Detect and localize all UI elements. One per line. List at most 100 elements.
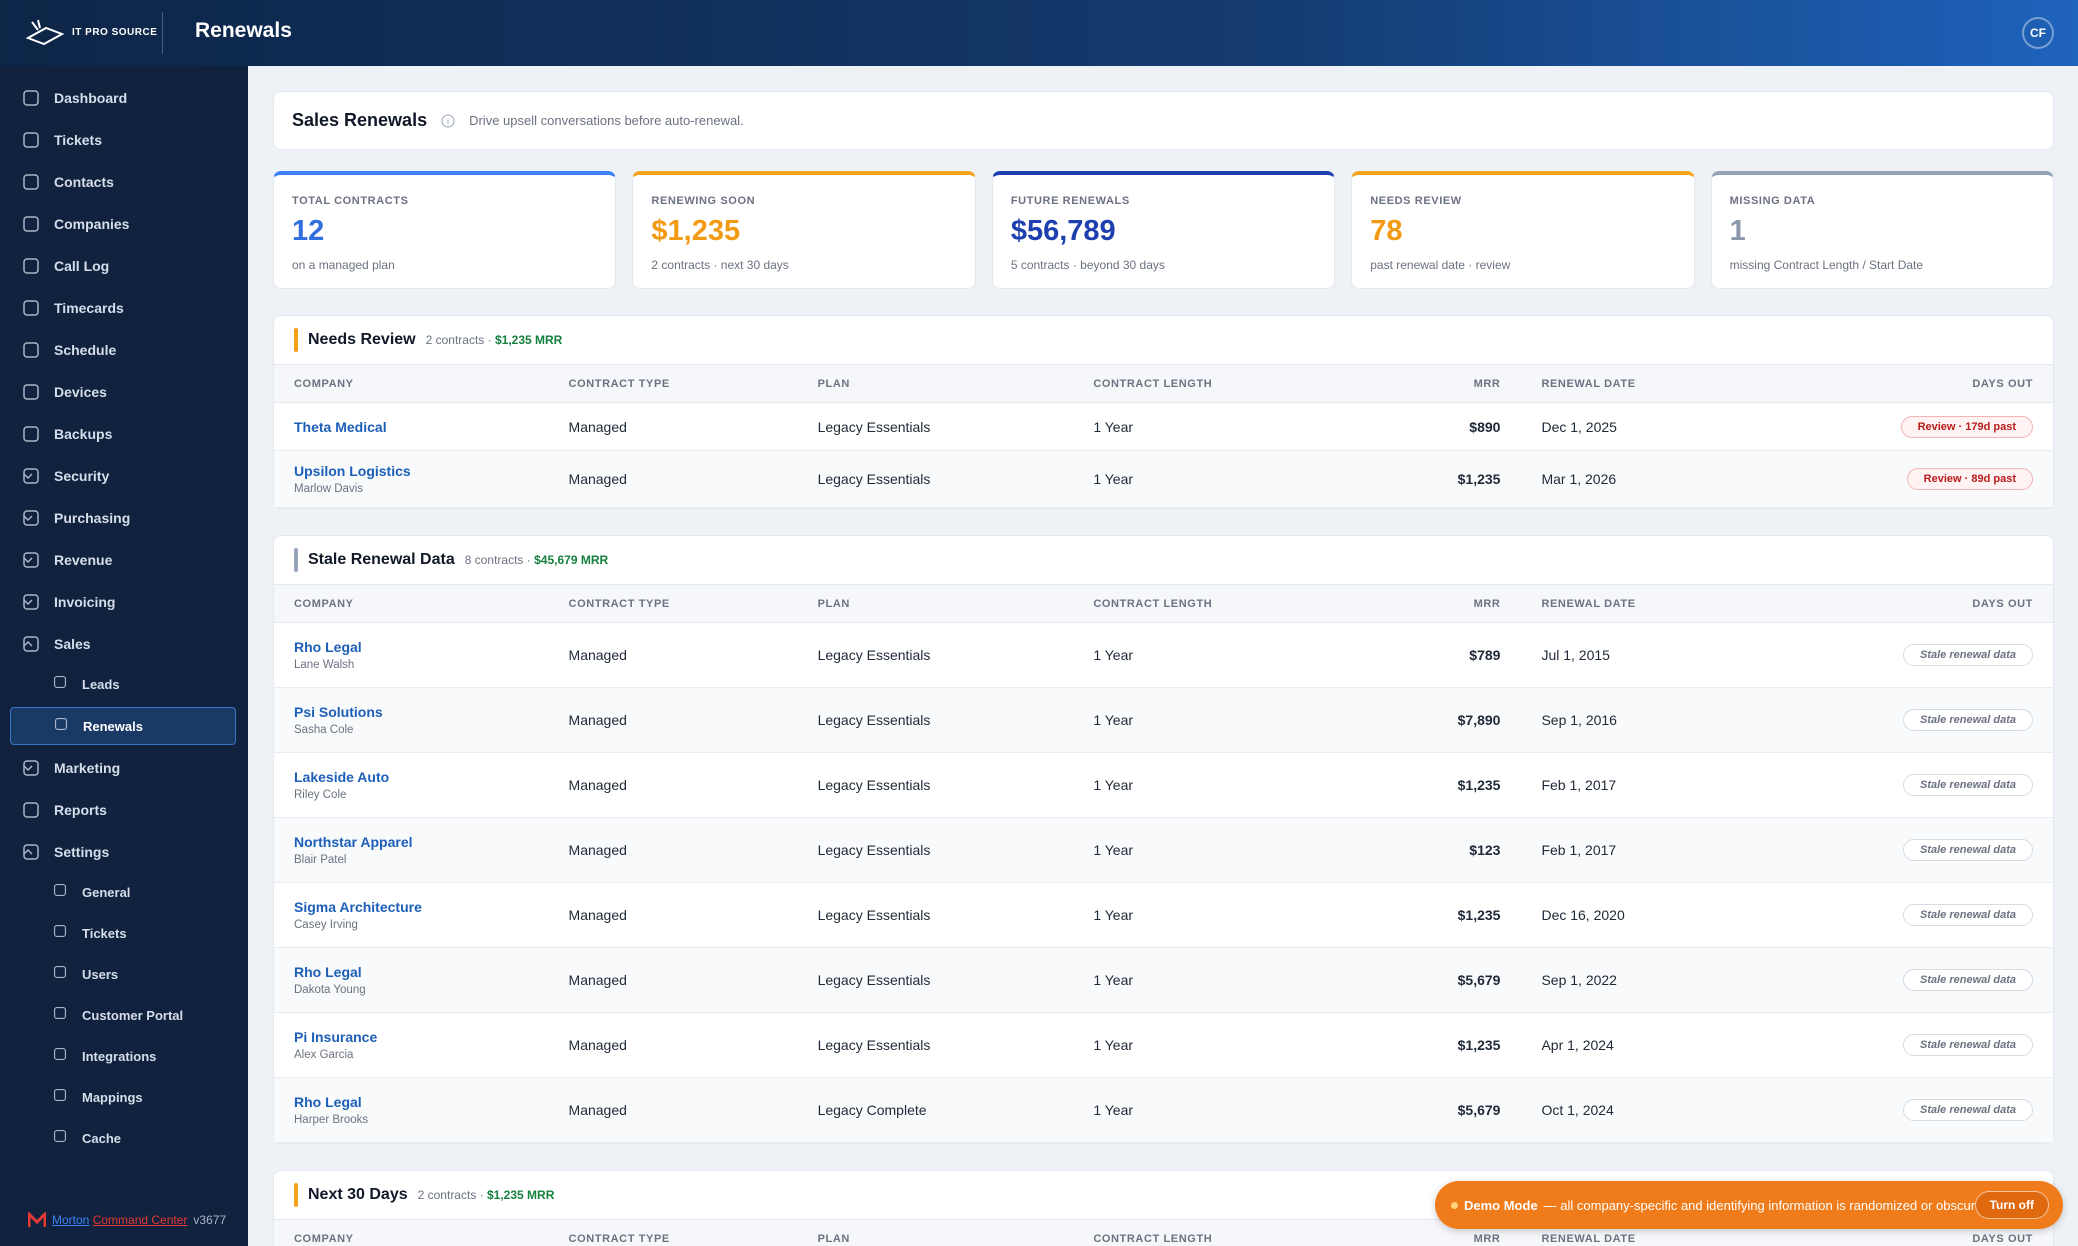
version: v3677: [193, 1213, 227, 1227]
chevron: [23, 473, 33, 480]
days-out-cell: Stale renewal data: [1750, 882, 2053, 948]
accent-bar: [294, 548, 298, 572]
column-header: CONTRACT TYPE: [567, 364, 817, 403]
nav-item[interactable]: Devices: [10, 374, 236, 410]
nav-subitem[interactable]: Mappings: [10, 1079, 236, 1115]
nav-item[interactable]: Sales: [10, 626, 236, 662]
company-cell: Upsilon Logistics Marlow Davis: [274, 450, 568, 508]
nav-item[interactable]: Timecards: [10, 290, 236, 326]
company-link[interactable]: Rho Legal: [294, 964, 362, 980]
company-link[interactable]: Psi Solutions: [294, 704, 383, 720]
plan: Legacy Essentials: [816, 752, 1093, 818]
nav-item[interactable]: Schedule: [10, 332, 236, 368]
nav-subitem[interactable]: General: [10, 874, 236, 910]
summary-mrr: $1,235 MRR: [487, 1188, 555, 1202]
nav-icon: [53, 675, 67, 689]
kpi-label: RENEWING SOON: [651, 195, 756, 207]
section-header: Needs Review 2 contracts · $1,235 MRR: [274, 316, 2053, 364]
section-title: Next 30 Days: [308, 1186, 408, 1203]
sidebar-footer: Morton Command Center v3677: [28, 1212, 226, 1228]
company-link[interactable]: Upsilon Logistics: [294, 463, 411, 479]
status-badge: Review · 179d past: [1900, 415, 2033, 438]
nav-item[interactable]: Contacts: [10, 164, 236, 200]
nav-icon: [23, 174, 39, 190]
column-header: PLAN: [816, 1219, 1093, 1246]
nav-item[interactable]: Security: [10, 458, 236, 494]
mrr: $1,235: [1376, 1012, 1502, 1078]
plan: Legacy Complete: [816, 1077, 1093, 1143]
contract-row: Northstar Apparel Blair Patel Managed Legac…: [274, 817, 2053, 883]
company-cell: Theta Medical: [274, 402, 568, 451]
nav-item[interactable]: Tickets: [10, 122, 236, 158]
nav-item[interactable]: Purchasing: [10, 500, 236, 536]
nav-subitem[interactable]: Users: [10, 956, 236, 992]
contract-row: Psi Solutions Sasha Cole Managed Legacy Ess…: [274, 687, 2053, 753]
contact-name: Lane Walsh: [294, 659, 355, 671]
contract-row: Rho Legal Dakota Young Managed Legacy Essen…: [274, 947, 2053, 1013]
nav-item[interactable]: Dashboard: [10, 80, 236, 116]
contract-type: Managed: [567, 450, 817, 508]
company-link[interactable]: Lakeside Auto: [294, 769, 390, 785]
contract-type: Managed: [567, 402, 817, 451]
nav-subitem[interactable]: Renewals: [10, 707, 236, 745]
nav-subitem[interactable]: Cache: [10, 1120, 236, 1156]
brand-link[interactable]: Morton Command Center: [52, 1213, 187, 1227]
nav-icon: [23, 844, 39, 860]
nav-icon: [23, 384, 39, 400]
nav-item[interactable]: Backups: [10, 416, 236, 452]
column-header: PLAN: [816, 364, 1093, 403]
kpi-card: NEEDS REVIEW 78 past renewal date · review: [1351, 171, 1695, 289]
nav-subitem[interactable]: Customer Portal: [10, 997, 236, 1033]
turn-off-button[interactable]: Turn off: [1974, 1191, 2049, 1219]
page-title: Renewals: [195, 19, 292, 42]
mrr: $7,890: [1376, 687, 1502, 753]
renewal-date: Apr 1, 2024: [1501, 1012, 1751, 1078]
contact-name: Marlow Davis: [294, 483, 364, 495]
nav-item[interactable]: Marketing: [10, 750, 236, 786]
company-link[interactable]: Rho Legal: [294, 639, 362, 655]
company-link[interactable]: Northstar Apparel: [294, 834, 413, 850]
company-link[interactable]: Theta Medical: [294, 418, 387, 435]
kpi-card: MISSING DATA 1 missing Contract Length / S…: [1710, 171, 2055, 289]
nav-label: Dashboard: [54, 90, 128, 106]
logo[interactable]: IT PRO SOURCE: [24, 16, 157, 48]
mrr: $5,679: [1376, 947, 1502, 1013]
section-summary: 2 contracts · $1,235 MRR: [418, 1188, 555, 1202]
renewal-date: Feb 1, 2017: [1501, 752, 1751, 818]
contact-name: Harper Brooks: [294, 1114, 369, 1126]
nav-item[interactable]: Settings: [10, 834, 236, 870]
nav-item[interactable]: Call Log: [10, 248, 236, 284]
nav-label: Users: [82, 966, 119, 982]
header-title: Sales Renewals: [292, 110, 428, 130]
demo-dot: [1451, 1201, 1458, 1209]
nav-icon: [23, 258, 39, 274]
nav-item[interactable]: Reports: [10, 792, 236, 828]
company-link[interactable]: Pi Insurance: [294, 1029, 378, 1045]
company-link[interactable]: Sigma Architecture: [294, 899, 422, 915]
contract-type: Managed: [567, 687, 817, 753]
avatar[interactable]: CF: [2022, 17, 2054, 49]
kpi-label: FUTURE RENEWALS: [1010, 195, 1130, 207]
chevron: [23, 599, 33, 606]
days-out-cell: Review · 179d past: [1750, 402, 2053, 451]
nav-item[interactable]: Revenue: [10, 542, 236, 578]
contract-length: 1 Year: [1092, 817, 1377, 883]
contract-type: Managed: [567, 947, 817, 1013]
company-link[interactable]: Rho Legal: [294, 1094, 362, 1110]
nav-subitem[interactable]: Integrations: [10, 1038, 236, 1074]
column-header: MRR: [1376, 364, 1502, 403]
kpi-card: TOTAL CONTRACTS 12 on a managed plan: [273, 171, 617, 289]
nav-subitem[interactable]: Leads: [10, 666, 236, 702]
contract-type: Managed: [567, 752, 817, 818]
status-badge: Stale renewal data: [1903, 709, 2033, 731]
nav-item[interactable]: Invoicing: [10, 584, 236, 620]
demo-banner: Demo Mode — all company-specific and ide…: [1435, 1181, 2063, 1229]
column-header: COMPANY: [274, 364, 568, 403]
nav-label: Security: [54, 468, 110, 484]
nav-item[interactable]: Companies: [10, 206, 236, 242]
info-icon[interactable]: [441, 114, 455, 128]
nav-icon: [53, 883, 67, 897]
company-cell: Sigma Architecture Casey Irving: [274, 882, 568, 948]
nav-subitem[interactable]: Tickets: [10, 915, 236, 951]
